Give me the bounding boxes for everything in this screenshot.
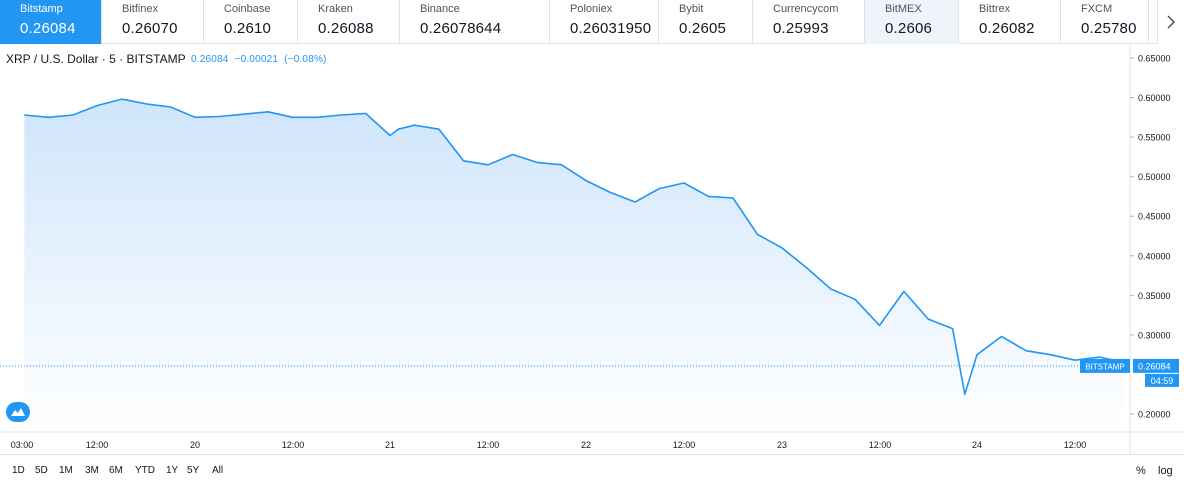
price-badge-bg: [1133, 358, 1179, 373]
exchange-ticker-coinbase[interactable]: Coinbase 0.2610: [204, 0, 298, 44]
exchange-ticker-bittrex[interactable]: Bittrex 0.26082: [959, 0, 1061, 44]
exchange-name: Bitstamp: [20, 3, 63, 15]
exchange-price: 0.25780: [1081, 20, 1137, 37]
exchange-price: 0.26084: [20, 20, 76, 37]
exchange-ticker-bybit[interactable]: Bybit 0.2605: [659, 0, 753, 44]
x-tick-label: 12:00: [673, 440, 696, 450]
exchange-name: Binance: [420, 3, 460, 15]
x-tick-label: 24: [972, 440, 982, 450]
log-scale-toggle[interactable]: log: [1158, 465, 1173, 477]
price-change: −0.00021: [234, 54, 279, 65]
exchange-name: Poloniex: [570, 3, 613, 15]
last-price: 0.26084: [191, 54, 229, 65]
range-button-1y[interactable]: 1Y: [166, 465, 179, 476]
y-tick-label: 0.45000: [1138, 212, 1171, 222]
chevron-right-icon: [1167, 15, 1176, 29]
exchange-ticker-currencycom[interactable]: Currencycom 0.25993: [753, 0, 865, 44]
range-button-1d[interactable]: 1D: [12, 465, 25, 476]
y-tick-label: 0.30000: [1138, 330, 1171, 340]
y-tick-label: 0.65000: [1138, 54, 1171, 64]
x-tick-label: 12:00: [86, 440, 109, 450]
y-tick-label: 0.35000: [1138, 291, 1171, 301]
y-tick-label: 0.20000: [1138, 410, 1171, 420]
range-button-3m[interactable]: 3M: [85, 465, 99, 476]
exchange-ticker-fxcm[interactable]: FXCM 0.25780: [1061, 0, 1149, 44]
exchange-ticker-bitmex[interactable]: BitMEX 0.2606: [865, 0, 959, 44]
exchange-ticker-kraken[interactable]: Kraken 0.26088: [298, 0, 400, 44]
chart-change-readout: 0.26084 −0.00021 (−0.08%): [191, 54, 327, 65]
exchange-ticker-bitfinex[interactable]: Bitfinex 0.26070: [102, 0, 204, 44]
exchange-name: Bittrex: [979, 3, 1011, 15]
exchange-name: Bybit: [679, 3, 704, 15]
x-tick-label: 20: [190, 440, 200, 450]
exchange-name: BitMEX: [885, 3, 922, 15]
exchange-ticker-binance[interactable]: Binance 0.26078644: [400, 0, 550, 44]
x-tick-label: 23: [777, 440, 787, 450]
y-tick-label: 0.50000: [1138, 172, 1171, 182]
price-area-fill: [24, 99, 1124, 432]
price-badge-label: 0.26084: [1138, 361, 1171, 371]
exchange-price: 0.25993: [773, 20, 829, 37]
tradingview-logo-icon[interactable]: [6, 402, 30, 422]
x-tick-label: 12:00: [282, 440, 305, 450]
range-button-ytd[interactable]: YTD: [135, 465, 155, 476]
time-range-toolbar: % log 1D 5D 1M 3M 6M YTD 1Y 5Y All: [0, 454, 1184, 483]
range-button-1m[interactable]: 1M: [59, 465, 73, 476]
exchange-name: Currencycom: [773, 3, 839, 15]
x-tick-label: 12:00: [477, 440, 500, 450]
percent-scale-toggle[interactable]: %: [1136, 465, 1146, 477]
countdown-label: 04:59: [1151, 376, 1174, 386]
exchange-price: 0.26031950: [570, 20, 652, 37]
exchange-price: 0.2606: [885, 20, 933, 37]
exchange-name: Bitfinex: [122, 3, 159, 15]
range-button-5d[interactable]: 5D: [35, 465, 48, 476]
price-change-pct: (−0.08%): [284, 54, 327, 65]
exchange-name: Kraken: [318, 3, 353, 15]
last-value-badge: BITSTAMP 0.26084 04:59: [1080, 358, 1179, 387]
y-tick-label: 0.40000: [1138, 251, 1171, 261]
exchange-ticker-bitstamp[interactable]: Bitstamp 0.26084: [0, 0, 102, 44]
chart-symbol-title: XRP / U.S. Dollar · 5 · BITSTAMP: [6, 52, 186, 66]
exchange-ticker-poloniex[interactable]: Poloniex 0.26031950: [550, 0, 659, 44]
y-tick-label: 0.60000: [1138, 93, 1171, 103]
exchange-badge-label: BITSTAMP: [1085, 362, 1124, 371]
exchange-name: FXCM: [1081, 3, 1113, 15]
exchange-name: Coinbase: [224, 3, 271, 15]
x-tick-label: 21: [385, 440, 395, 450]
exchange-price: 0.26088: [318, 20, 374, 37]
next-exchanges-button[interactable]: [1157, 0, 1184, 44]
y-tick-label: 0.55000: [1138, 133, 1171, 143]
exchange-price: 0.26078644: [420, 20, 502, 37]
exchange-price: 0.2610: [224, 20, 272, 37]
exchange-price: 0.26070: [122, 20, 178, 37]
countdown-badge-bg: [1145, 373, 1179, 387]
exchange-badge-bg: [1080, 358, 1130, 373]
price-chart[interactable]: 0.65000 0.60000 0.55000 0.50000 0.45000 0.400…: [0, 44, 1184, 454]
exchange-ticker-bar: Bitstamp 0.26084 Bitfinex 0.26070 Coinbase 0.…: [0, 0, 1184, 44]
exchange-price: 0.26082: [979, 20, 1035, 37]
range-button-5y[interactable]: 5Y: [187, 465, 200, 476]
price-line: [24, 98, 1125, 395]
range-button-all[interactable]: All: [212, 465, 224, 476]
x-tick-label: 22: [581, 440, 591, 450]
range-button-6m[interactable]: 6M: [109, 465, 123, 476]
x-tick-label: 03:00: [11, 440, 34, 450]
exchange-price: 0.2605: [679, 20, 727, 37]
x-tick-label: 12:00: [1064, 440, 1087, 450]
x-tick-label: 12:00: [869, 440, 892, 450]
